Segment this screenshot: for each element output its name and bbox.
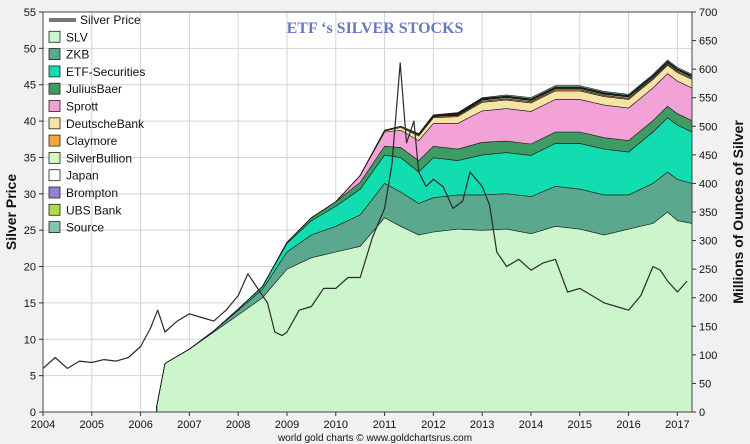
x-tick-label: 2011	[373, 419, 397, 431]
left-tick-label: 0	[30, 407, 36, 419]
right-tick-label: 0	[699, 407, 705, 419]
left-tick-label: 25	[24, 225, 36, 237]
legend-swatch-claymore	[48, 134, 61, 147]
chart-credit: world gold charts © www.goldchartsrus.co…	[277, 433, 472, 444]
x-tick-label: 2008	[226, 419, 250, 431]
right-tick-label: 100	[699, 350, 717, 362]
chart-title: ETF ‘s SILVER STOCKS	[287, 20, 464, 37]
left-tick-label: 15	[24, 298, 36, 310]
x-tick-label: 2016	[616, 419, 640, 431]
legend-label-claymore: Claymore	[66, 134, 118, 148]
x-tick-label: 2006	[128, 419, 152, 431]
right-axis: 0 50 100 150 200 250 300 350 400 450 500 550 600 650 7…	[692, 7, 717, 419]
legend-swatch-silverbullion	[48, 151, 61, 164]
x-tick-label: 2004	[31, 419, 55, 431]
right-tick-label: 50	[699, 378, 711, 390]
legend-swatch-slv	[48, 30, 61, 43]
right-tick-label: 500	[699, 121, 717, 133]
right-tick-label: 200	[699, 293, 717, 305]
right-tick-label: 150	[699, 321, 717, 333]
legend-swatch-ubs-bank	[48, 203, 61, 216]
left-axis: 0 5 10 15 20 25 30 35 40 45 50 55	[24, 7, 43, 419]
right-tick-label: 300	[699, 236, 717, 248]
legend-label-source: Source	[66, 221, 104, 235]
right-tick-label: 650	[699, 36, 717, 48]
left-tick-label: 35	[24, 152, 36, 164]
legend-label-ubs-bank: UBS Bank	[66, 203, 122, 217]
legend-label-slv: SLV	[66, 30, 88, 44]
legend-swatch-brompton	[48, 186, 61, 199]
x-tick-label: 2017	[665, 419, 689, 431]
legend-label-zkb: ZKB	[66, 48, 89, 62]
right-tick-label: 400	[699, 178, 717, 190]
right-tick-label: 700	[699, 7, 717, 19]
legend-swatch-etf-securities	[48, 65, 61, 78]
x-tick-label: 2015	[568, 419, 592, 431]
x-axis: 2004 2005 2006 2007 2008 2009 2010 2011 2012 2013…	[31, 412, 690, 431]
legend-label-silverbullion: SilverBullion	[66, 151, 132, 165]
legend-label-deutschebank: DeutscheBank	[66, 117, 145, 131]
stacked-areas	[156, 59, 693, 413]
x-tick-label: 2012	[421, 419, 445, 431]
x-tick-label: 2010	[324, 419, 348, 431]
x-tick-label: 2014	[519, 419, 543, 431]
left-tick-label: 40	[24, 116, 36, 128]
left-tick-label: 5	[30, 371, 36, 383]
right-tick-label: 600	[699, 64, 717, 76]
legend-swatch-source	[48, 221, 61, 234]
silver-price-line	[42, 62, 688, 369]
legend-swatch-deutschebank	[48, 117, 61, 130]
right-tick-label: 550	[699, 93, 717, 105]
legend-swatch-zkb	[48, 48, 61, 60]
left-tick-label: 10	[24, 334, 36, 346]
left-tick-label: 55	[24, 7, 36, 19]
x-tick-label: 2005	[80, 419, 104, 431]
legend-label-sprott: Sprott	[66, 100, 99, 114]
legend-swatch-juliusbaer	[48, 82, 61, 95]
left-tick-label: 45	[24, 80, 36, 92]
x-tick-label: 2013	[470, 419, 494, 431]
right-tick-label: 250	[699, 264, 717, 276]
silver-price-layer	[42, 62, 688, 369]
left-tick-label: 30	[24, 189, 36, 201]
x-tick-label: 2009	[275, 419, 299, 431]
legend-swatch-japan	[48, 169, 61, 182]
legend-label-japan: Japan	[66, 169, 99, 183]
legend-label-silver-price: Silver Price	[80, 13, 141, 27]
legend: Silver Price SLV ZKB ETF-Securities JuliusBa…	[48, 13, 145, 235]
legend-label-brompton: Brompton	[66, 186, 118, 200]
left-tick-label: 20	[24, 262, 36, 274]
right-axis-label: Millions of Ounces of Silver	[730, 120, 746, 304]
legend-label-juliusbaer: JuliusBaer	[66, 82, 122, 96]
x-tick-label: 2007	[177, 419, 201, 431]
right-tick-label: 350	[699, 207, 717, 219]
legend-swatch-sprott	[48, 100, 61, 112]
left-tick-label: 50	[24, 43, 36, 55]
left-axis-label: Silver Price	[3, 174, 19, 250]
legend-label-etf-securities: ETF-Securities	[66, 65, 145, 79]
right-tick-label: 450	[699, 150, 717, 162]
